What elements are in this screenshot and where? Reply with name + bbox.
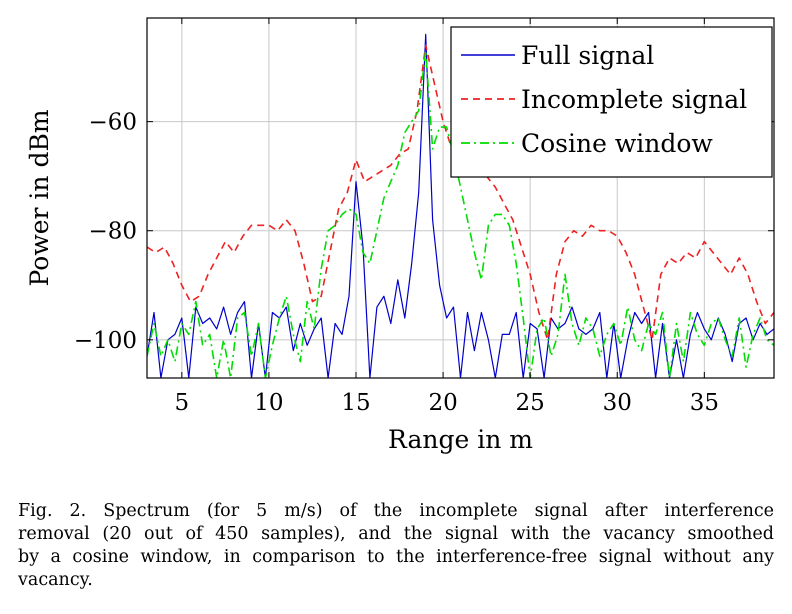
x-tick-label: 25 <box>516 390 545 416</box>
figure: 5 10 15 20 25 30 35 −100 −80 −60 Range in m Powe… <box>25 17 775 454</box>
y-tick-labels: −100 −80 −60 <box>74 110 137 354</box>
legend-label-full-signal: Full signal <box>521 41 654 70</box>
y-tick-label: −100 <box>74 328 137 354</box>
caption-line: vacancy. <box>18 570 93 590</box>
y-tick-label: −60 <box>88 110 137 136</box>
plot-frame <box>146 17 775 379</box>
legend-box <box>450 26 773 178</box>
x-tick-label: 35 <box>690 390 719 416</box>
figure-caption: Fig. 2. Spectrum (for 5 m/s) of the inco… <box>18 500 774 592</box>
x-tick-labels: 5 10 15 20 25 30 35 <box>175 390 719 416</box>
x-tick-label: 15 <box>341 390 370 416</box>
caption-line: Fig. 2. Spectrum (for 5 m/s) of the inco… <box>18 501 774 521</box>
caption-line: removal (20 out of 450 samples), and the… <box>18 524 774 544</box>
x-tick-label: 30 <box>603 390 632 416</box>
spectrum-chart: 5 10 15 20 25 30 35 −100 −80 −60 Range in m Powe… <box>25 17 775 454</box>
x-tick-label: 10 <box>254 390 283 416</box>
x-axis-label: Range in m <box>388 425 533 454</box>
axis-ticks <box>147 18 774 378</box>
y-tick-label: −80 <box>88 219 137 245</box>
x-tick-label: 5 <box>175 390 190 416</box>
series-line-incomplete-signal <box>147 44 774 341</box>
x-tick-label: 20 <box>428 390 457 416</box>
legend-label-cosine-window: Cosine window <box>521 129 713 158</box>
legend: Full signal Incomplete signal Cosine win… <box>450 26 773 178</box>
y-axis-label: Power in dBm <box>25 109 54 286</box>
legend-label-incomplete-signal: Incomplete signal <box>521 85 747 114</box>
series-lines <box>147 33 774 378</box>
caption-line: by a cosine window, in comparison to the… <box>18 547 774 567</box>
